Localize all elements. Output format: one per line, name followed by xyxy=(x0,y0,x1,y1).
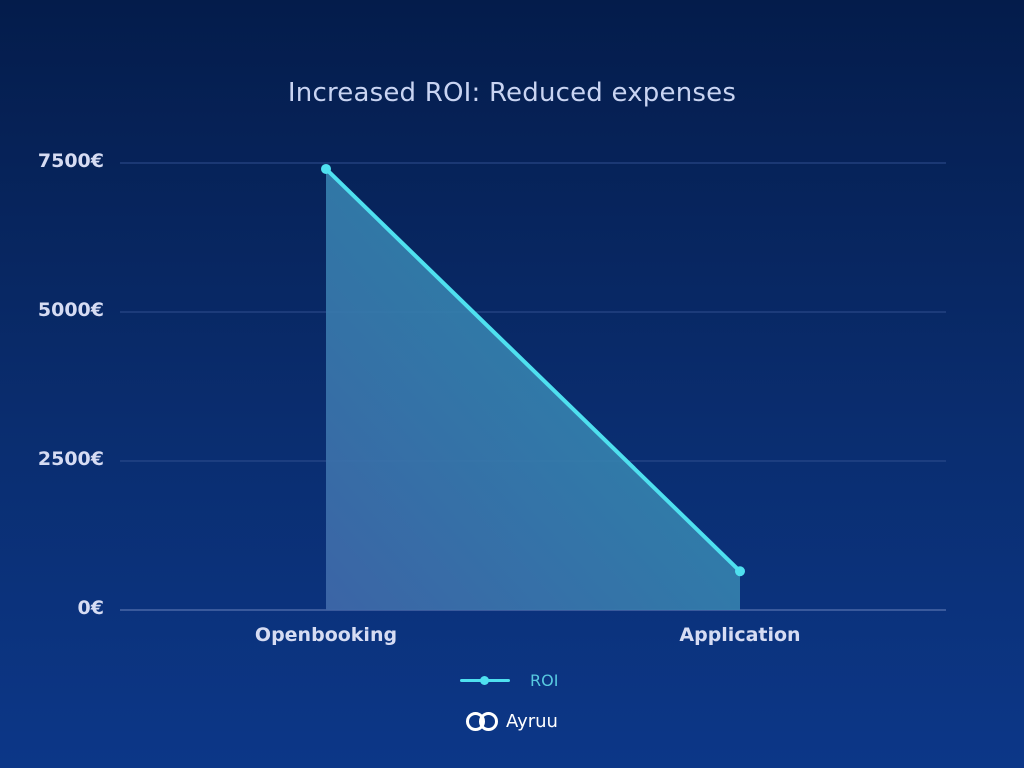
y-tick-label-2500: 2500€ xyxy=(37,448,104,470)
series-line-roi xyxy=(324,166,742,574)
brand: Ayruu xyxy=(466,707,558,735)
y-tick-label-7500: 7500€ xyxy=(37,150,104,172)
series-area-roi xyxy=(326,168,740,610)
data-point-openbooking xyxy=(321,163,331,174)
x-tick-label-application: Application xyxy=(679,624,801,646)
brand-name: Ayruu xyxy=(506,710,558,732)
y-tick-label-5000: 5000€ xyxy=(37,299,104,321)
legend-line-marker xyxy=(460,668,510,692)
y-tick-label-0: 0€ xyxy=(77,597,104,619)
legend-label-roi: ROI xyxy=(530,670,559,690)
data-point-application xyxy=(735,566,745,577)
infinity-rings-icon xyxy=(466,710,498,732)
x-tick-label-openbooking: Openbooking xyxy=(254,624,398,646)
chart-title: Increased ROI: Reduced expenses xyxy=(287,78,737,108)
legend: ROI xyxy=(460,668,558,692)
